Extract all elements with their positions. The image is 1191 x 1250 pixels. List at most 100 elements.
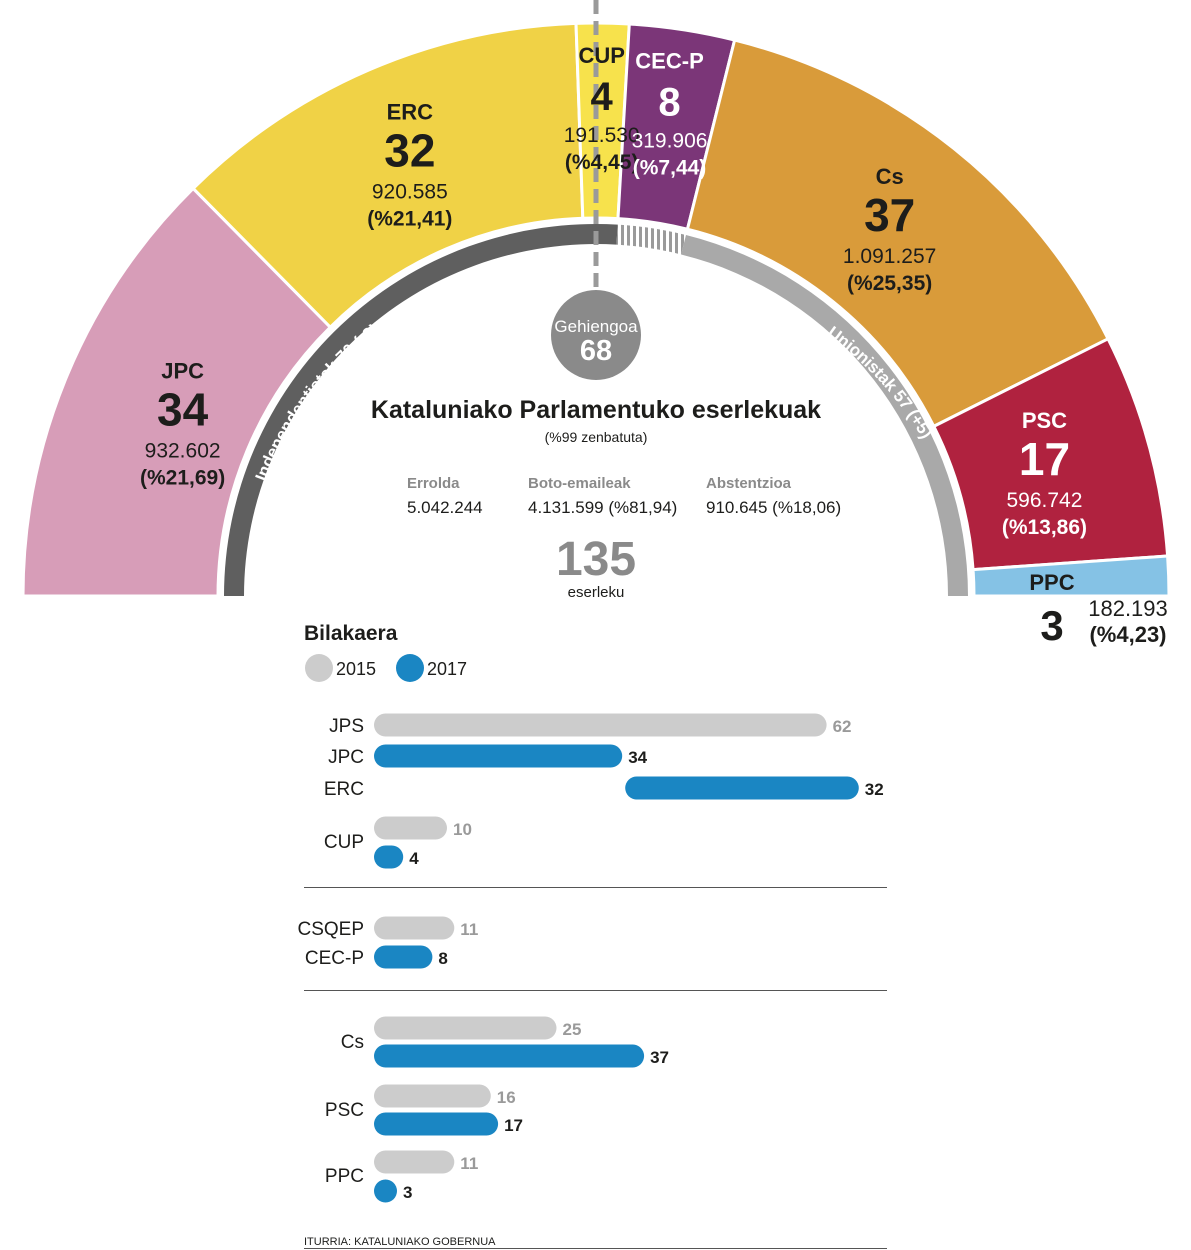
party-name: Cs <box>876 164 904 189</box>
party-seats: 3 <box>1040 602 1063 649</box>
bar-Cs-2015 <box>374 1016 557 1040</box>
unionist-bloc-ring <box>681 235 968 596</box>
bar-category-label: ERC <box>324 779 364 800</box>
bar-value: 4 <box>409 849 419 868</box>
bar-value: 16 <box>497 1088 516 1107</box>
bar-CSQEP-2015 <box>374 916 455 940</box>
bar-group-separator <box>304 887 887 888</box>
party-name: PPC <box>1029 570 1074 595</box>
party-label-cec-p: CEC-P 8 319.906 (%7,44) <box>632 49 708 180</box>
party-pct: (%21,69) <box>140 466 225 489</box>
bar-value: 10 <box>453 820 472 839</box>
party-pct: (%13,86) <box>1002 516 1087 539</box>
party-label-cup: CUP 4 191.530 (%4,45) <box>564 43 640 174</box>
legend-swatch-2017 <box>396 654 424 682</box>
party-pct: (%21,41) <box>367 207 452 230</box>
party-name: JPC <box>161 358 204 383</box>
party-votes: 319.906 <box>632 130 708 153</box>
bar-group-separator <box>304 990 887 991</box>
bar-CUP-2015 <box>374 816 447 840</box>
legend-label-2017: 2017 <box>427 659 467 679</box>
source-label: ITURRIA: KATALUNIAKO GOBERNUA <box>304 1236 496 1248</box>
undecided-bloc-ring <box>616 224 686 255</box>
party-seats: 17 <box>1019 433 1070 485</box>
bar-series-2017 <box>374 845 404 869</box>
party-label-ppc: PPC 3 182.193(%4,23) <box>1029 570 1167 649</box>
party-name: CUP <box>578 43 624 68</box>
bar-category-label: CUP <box>324 832 364 853</box>
bar-value: 11 <box>460 1154 478 1173</box>
party-votes: 1.091.257 <box>843 245 936 268</box>
bar-category-label: CSQEP <box>297 919 364 940</box>
party-seats: 4 <box>591 75 614 119</box>
party-pct: (%7,44) <box>633 157 707 180</box>
bar-ERC-2017 <box>625 776 859 800</box>
party-pct: (%4,23) <box>1089 622 1166 647</box>
party-sector-ppc <box>971 554 1171 598</box>
chart-subtitle: (%99 zenbatuta) <box>545 429 648 445</box>
source-rule <box>304 1248 887 1249</box>
bar-series-2017 <box>374 1044 645 1068</box>
party-seats: 8 <box>658 81 680 125</box>
stat-value: 5.042.244 <box>407 498 483 517</box>
bar-value: 32 <box>865 780 884 799</box>
party-votes: 932.602 <box>145 439 221 462</box>
bar-value: 17 <box>504 1116 523 1135</box>
stat-label: Errolda <box>407 475 460 492</box>
majority-value: 68 <box>580 335 612 367</box>
legend-label-2015: 2015 <box>336 659 376 679</box>
bar-value: 3 <box>403 1183 412 1202</box>
majority-label: Gehiengoa <box>554 317 638 336</box>
bar-chart-title: Bilakaera <box>304 622 398 645</box>
party-seats: 34 <box>157 383 209 435</box>
bar-series-2017 <box>374 1112 499 1136</box>
bar-JPC-2017 <box>374 744 623 768</box>
bar-value: 11 <box>460 920 478 939</box>
bar-PSC-2015 <box>374 1084 491 1108</box>
bar-category-label: JPC <box>328 747 364 768</box>
party-votes: 191.530 <box>564 124 640 147</box>
hemicycle-labels: JPC34932.602(%21,69)ERC32920.585(%21,41)… <box>140 43 1168 649</box>
party-name: ERC <box>387 99 434 124</box>
party-seats: 32 <box>384 124 435 176</box>
party-name: CEC-P <box>635 49 703 74</box>
bar-category-label: Cs <box>341 1032 364 1053</box>
stat-label: Abstentzioa <box>706 475 792 492</box>
bar-CEC-P-2017 <box>374 945 433 969</box>
bar-value: 34 <box>628 748 647 767</box>
stat-value: 4.131.599 (%81,94) <box>528 498 677 517</box>
bar-JPS-2015 <box>374 713 827 737</box>
party-pct: (%4,45) <box>565 151 639 174</box>
bar-category-label: PPC <box>325 1166 364 1187</box>
bilakaera-bar-chart: Bilakaera 2015 2017 62 JPS 34 JPC 32 ERC 10 CUP 4 11… <box>297 622 883 1248</box>
bar-value: 25 <box>563 1020 582 1039</box>
party-name: PSC <box>1022 408 1067 433</box>
stat-value: 910.645 (%18,06) <box>706 498 841 517</box>
bar-value: 8 <box>438 949 447 968</box>
bar-category-label: PSC <box>325 1100 364 1121</box>
stat-label: Boto-emaileak <box>528 475 631 492</box>
chart-title: Kataluniako Parlamentuko eserlekuak <box>371 396 821 424</box>
bar-value: 37 <box>650 1048 669 1067</box>
bar-value: 62 <box>833 717 852 736</box>
party-votes: 596.742 <box>1006 489 1082 512</box>
bar-PPC-2015 <box>374 1150 455 1174</box>
party-votes: 920.585 <box>372 180 448 203</box>
party-pct: (%25,35) <box>847 272 932 295</box>
majority-circle <box>551 290 641 380</box>
bar-category-label: JPS <box>329 716 364 737</box>
legend-swatch-2015 <box>305 654 333 682</box>
bar-series-2017 <box>374 1179 397 1203</box>
bar-category-label: CEC-P <box>305 948 364 969</box>
hemicycle-chart: Independentistak 70 (-2) Unionistak 57 (+… <box>21 0 1171 598</box>
party-seats: 37 <box>864 189 915 241</box>
total-seats-label: eserleku <box>568 584 625 601</box>
total-seats: 135 <box>556 533 636 586</box>
party-votes: 182.193 <box>1088 596 1168 621</box>
